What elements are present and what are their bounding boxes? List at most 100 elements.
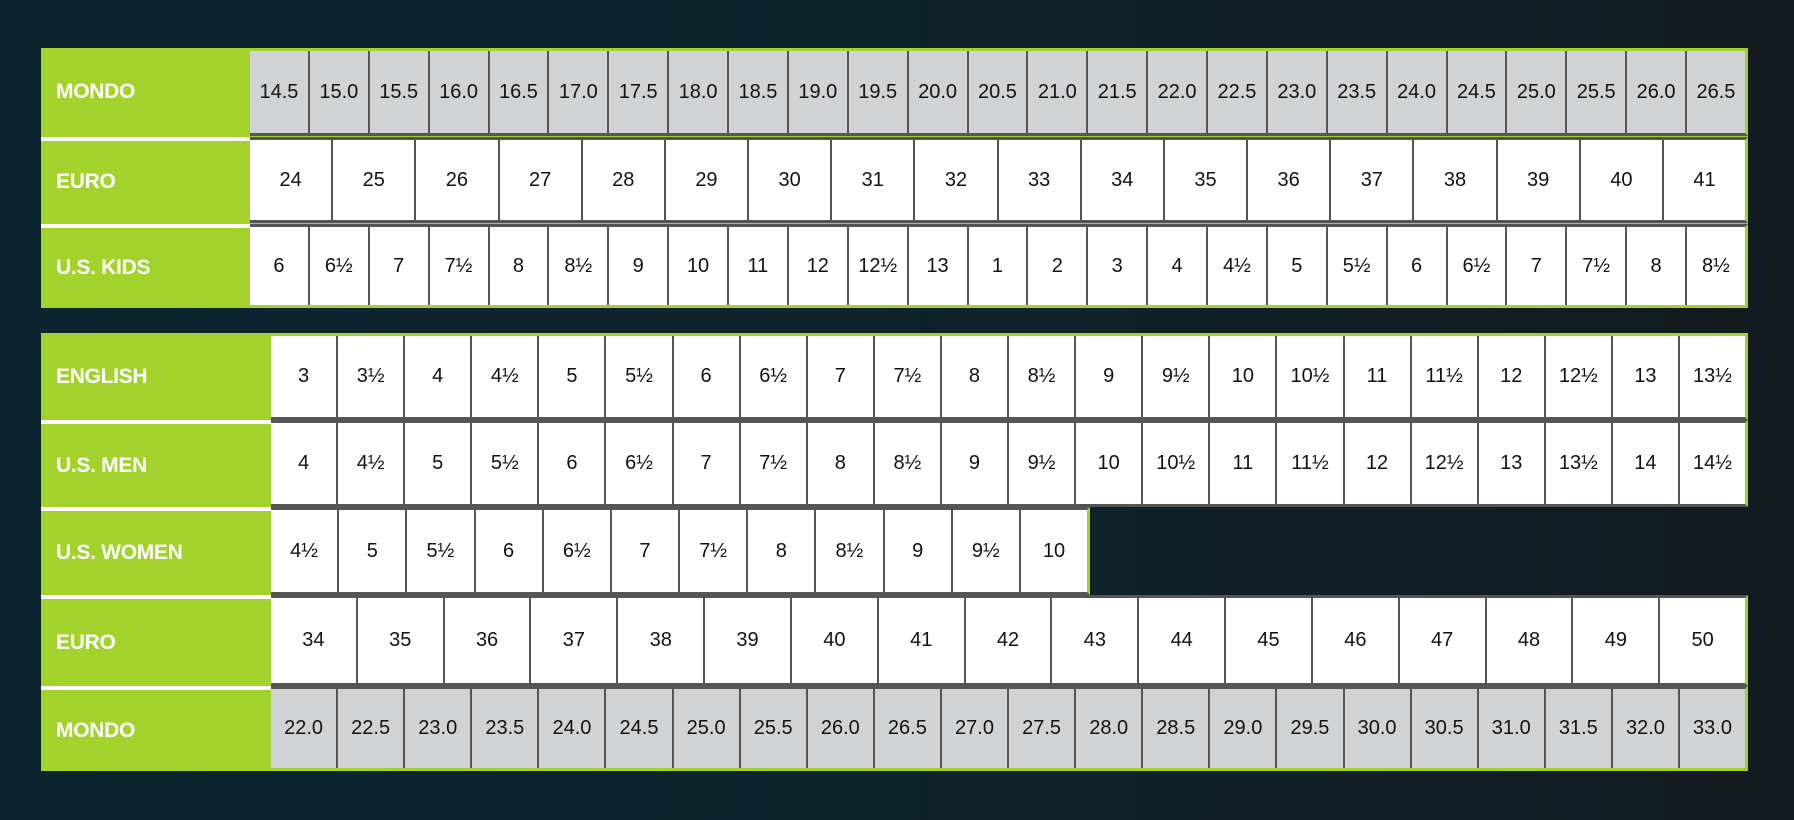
size-cell: 22.5: [336, 689, 404, 768]
size-cell: 4½: [336, 423, 404, 504]
size-cell: 34: [1079, 140, 1163, 220]
size-cell: 36: [1246, 140, 1330, 220]
size-cell: 7½: [678, 510, 747, 592]
size-cell: 6: [1385, 227, 1446, 305]
size-cell: 9: [882, 510, 951, 592]
size-cell: 22.0: [1146, 51, 1206, 133]
size-cell: 5: [537, 336, 605, 417]
size-cell: 23.5: [1325, 51, 1386, 133]
size-cell: 8: [805, 423, 873, 504]
size-cell: 26: [414, 140, 498, 220]
size-cell: 26.0: [1625, 51, 1685, 133]
size-cell: 10: [1074, 423, 1142, 504]
row-label: ENGLISH: [41, 333, 271, 420]
row-label: MONDO: [41, 48, 250, 136]
size-cell: 5½: [604, 336, 672, 417]
size-cell: 6: [671, 336, 739, 417]
size-cell: 7½: [738, 423, 806, 504]
size-cell: 1: [966, 227, 1027, 305]
size-cell: 7: [671, 423, 739, 504]
size-cell: 35: [355, 598, 443, 683]
row-label: U.S. MEN: [41, 420, 271, 507]
size-cell: 46: [1310, 598, 1398, 683]
size-cell: 9½: [1141, 336, 1209, 417]
size-cell: 5½: [405, 510, 474, 592]
row-label: MONDO: [41, 686, 271, 771]
size-cell: 17.5: [607, 51, 668, 133]
size-cell: 25: [331, 140, 415, 220]
size-cell: 7: [1505, 227, 1566, 305]
size-cell: 13: [1476, 423, 1544, 504]
size-cell: 8: [939, 336, 1008, 417]
size-cell: 32: [913, 140, 997, 220]
adult-size-table: ENGLISH 3 3½ 4 4½ 5 5½ 6 6½ 7 7½ 8 8½ 9 9½ 10 10½ 11 11½ 12…: [41, 333, 1748, 771]
size-cell: 26.0: [805, 689, 873, 768]
size-cell: 48: [1484, 598, 1572, 683]
size-cell: 21.0: [1026, 51, 1087, 133]
size-cell: 13: [906, 227, 967, 305]
size-cell: 41: [1661, 140, 1746, 220]
size-cell: 7½: [872, 336, 940, 417]
size-cell: 11½: [1409, 336, 1477, 417]
size-cell: 9: [607, 227, 668, 305]
size-cell: 12½: [1543, 336, 1611, 417]
size-cell: 9: [1074, 336, 1142, 417]
size-cell: 44: [1137, 598, 1225, 683]
size-cell: 21.5: [1086, 51, 1147, 133]
size-cell: 4½: [1206, 227, 1266, 305]
size-cell: 8½: [872, 423, 940, 504]
size-cell: 26.5: [1685, 51, 1745, 133]
size-cell: 14.5: [250, 51, 308, 133]
size-cells: 24 25 26 27 28 29 30 31 32 33 34 35 36 37 38 39 40 41: [250, 137, 1748, 223]
size-cell: 13½: [1543, 423, 1611, 504]
size-cell: 12: [786, 227, 847, 305]
size-cell: 8: [487, 227, 548, 305]
size-cell: 6½: [307, 227, 368, 305]
size-cell: 33: [996, 140, 1080, 220]
size-cell: 50: [1658, 598, 1746, 683]
size-cell: 36: [442, 598, 530, 683]
size-cell: 2: [1026, 227, 1087, 305]
size-cell: 4: [403, 336, 471, 417]
size-cell: 39: [1495, 140, 1579, 220]
size-cell: 7½: [427, 227, 488, 305]
size-cell: 16.0: [427, 51, 488, 133]
size-row-euro: EURO 34 35 36 37 38 39 40 41 42 43 44 45 46 47 48 49 50: [41, 595, 1748, 686]
row-label: EURO: [41, 595, 271, 686]
kids-size-table: MONDO 14.5 15.0 15.5 16.0 16.5 17.0 17.5 18.0 18.…: [41, 48, 1748, 308]
size-row-u-s-men: U.S. MEN 4 4½ 5 5½ 6 6½ 7 7½ 8 8½ 9 9½ 10 10½ 11 11½ 12 12…: [41, 420, 1748, 507]
size-cell: 38: [1412, 140, 1496, 220]
size-cells: 3 3½ 4 4½ 5 5½ 6 6½ 7 7½ 8 8½ 9 9½ 10 10½ 11 11½ 12 12½ 13 13…: [271, 333, 1748, 420]
size-cell: 34: [271, 598, 356, 683]
size-cell: 26.5: [872, 689, 940, 768]
size-row-mondo: MONDO 22.0 22.5 23.0 23.5 24.0 24.5 25.0 25.5 26.…: [41, 686, 1748, 771]
size-cell: 49: [1571, 598, 1659, 683]
size-cell: 5½: [470, 423, 538, 504]
size-cell: 6: [537, 423, 605, 504]
size-cell: 24: [250, 140, 332, 220]
size-cell: 11: [1208, 423, 1276, 504]
size-cell: 18.5: [727, 51, 787, 133]
size-cell: 30.0: [1342, 689, 1410, 768]
size-cell: 33.0: [1677, 689, 1746, 768]
size-cell: 11: [727, 227, 787, 305]
size-cell: 10: [1208, 336, 1276, 417]
size-cell: 14½: [1677, 423, 1746, 504]
size-cell: 6½: [604, 423, 672, 504]
size-cell: 13½: [1677, 336, 1746, 417]
size-cell: 19.5: [846, 51, 907, 133]
size-cell: 8½: [814, 510, 883, 592]
size-cell: 25.0: [671, 689, 739, 768]
size-cell: 14: [1610, 423, 1678, 504]
size-cell: 47: [1397, 598, 1485, 683]
size-cell: 12: [1476, 336, 1544, 417]
size-cell: 12: [1342, 423, 1410, 504]
size-cell: 20.5: [966, 51, 1027, 133]
size-cell: 40: [1578, 140, 1662, 220]
size-cell: 4: [1146, 227, 1206, 305]
row-label: U.S. WOMEN: [41, 507, 271, 595]
size-cell: 27: [497, 140, 581, 220]
size-cells: 6 6½ 7 7½ 8 8½ 9 10 11 12 12½ 13 1 2 3 4 4½ 5 5½ 6 6½ 7 7½ 8 8½: [250, 224, 1748, 308]
size-cell: 16.5: [487, 51, 548, 133]
size-cell: 23.0: [403, 689, 471, 768]
